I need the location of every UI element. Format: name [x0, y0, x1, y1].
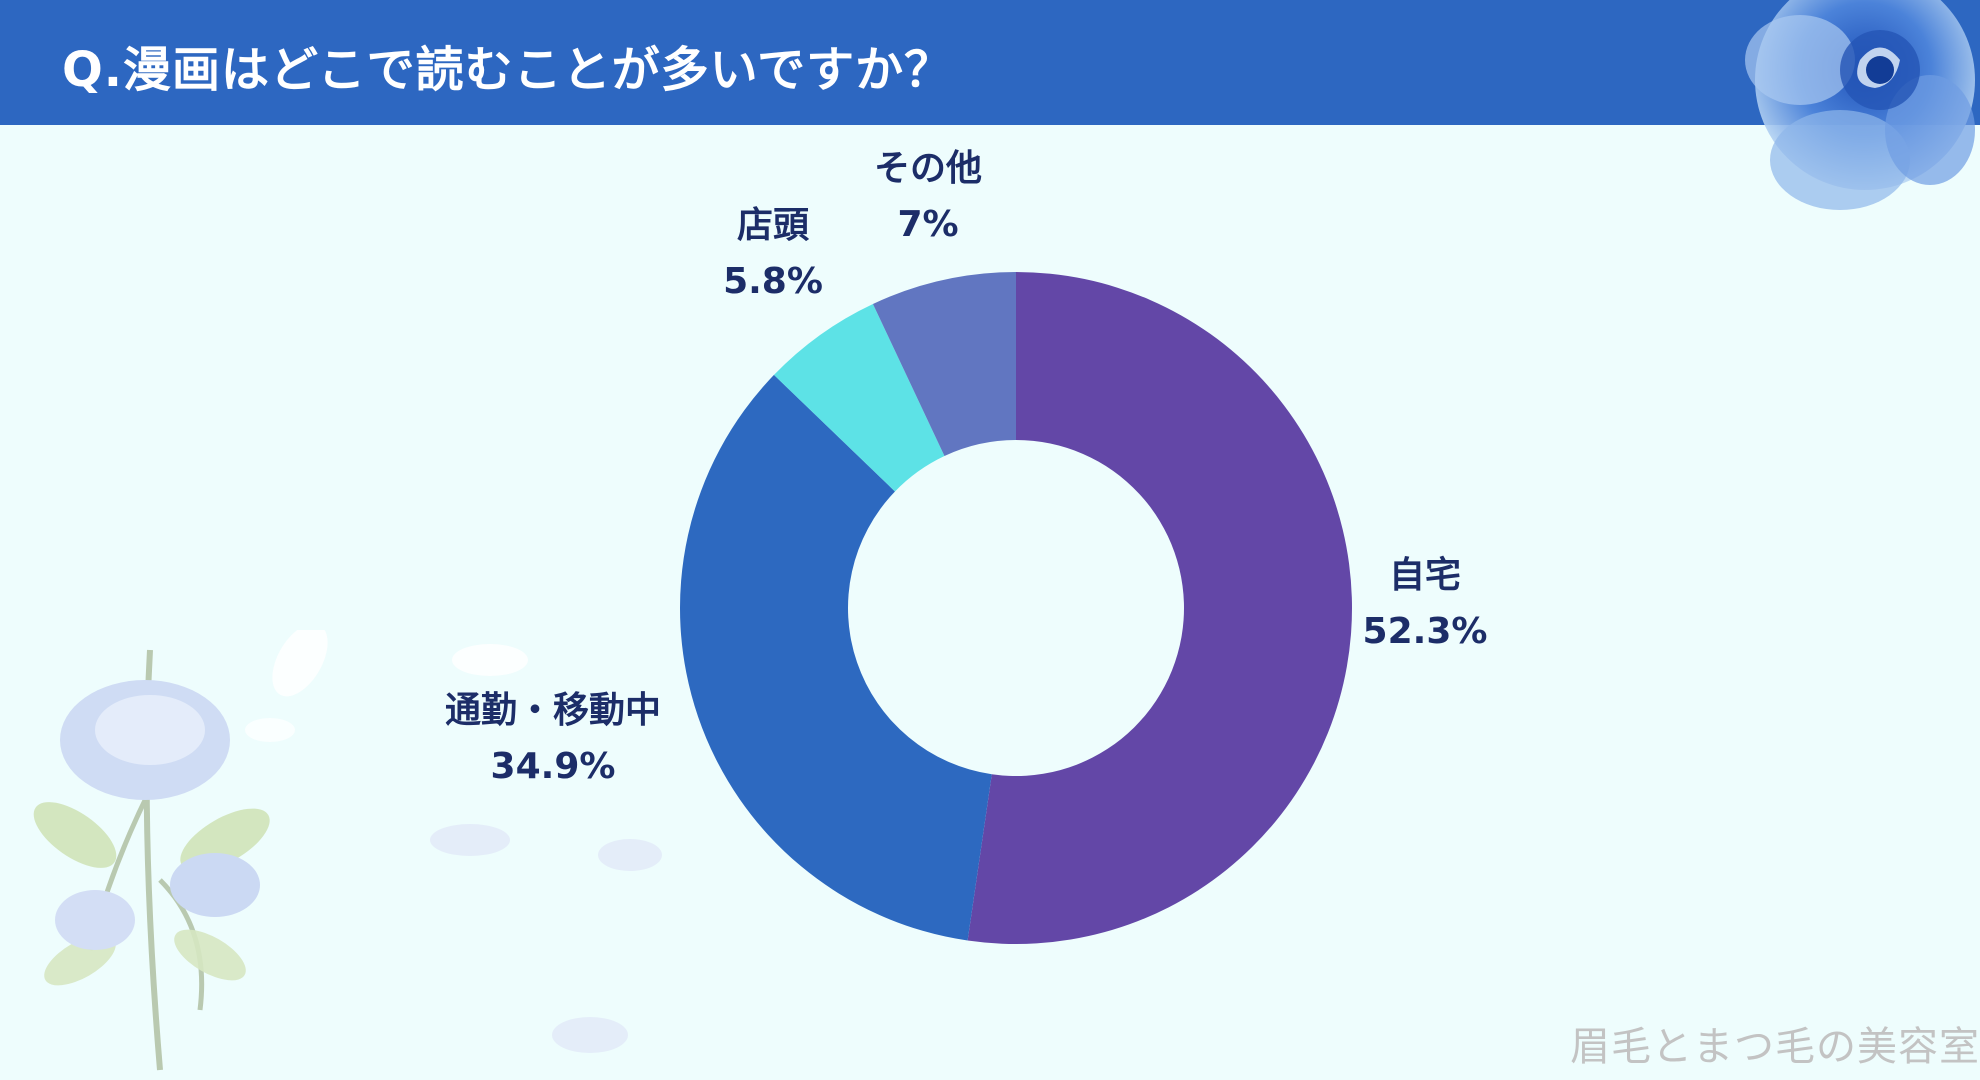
page-title: Q.漫画はどこで読むことが多いですか？	[62, 42, 954, 98]
donut-slice-1	[679, 374, 992, 941]
header-bar	[0, 0, 1980, 125]
donut-slice-2	[773, 303, 945, 492]
slice-label-0: 自宅	[1389, 554, 1461, 596]
slice-value-1: 34.9%	[491, 746, 616, 787]
slice-label-1: 通勤・移動中	[445, 690, 661, 731]
donut-slice-3	[872, 272, 1016, 456]
donut-slice-0	[967, 272, 1353, 945]
slice-value-0: 52.3%	[1363, 611, 1488, 652]
slice-value-3: 7%	[897, 204, 958, 245]
slice-value-2: 5.8%	[723, 261, 823, 302]
slice-label-2: 店頭	[737, 205, 810, 246]
blue-rose-decoration	[1745, 0, 1975, 210]
slice-label-3: その他	[874, 148, 982, 189]
rose-stem-decoration	[33, 630, 662, 1071]
watermark-text: 眉毛とまつ毛の美容室	[1570, 1024, 1980, 1070]
